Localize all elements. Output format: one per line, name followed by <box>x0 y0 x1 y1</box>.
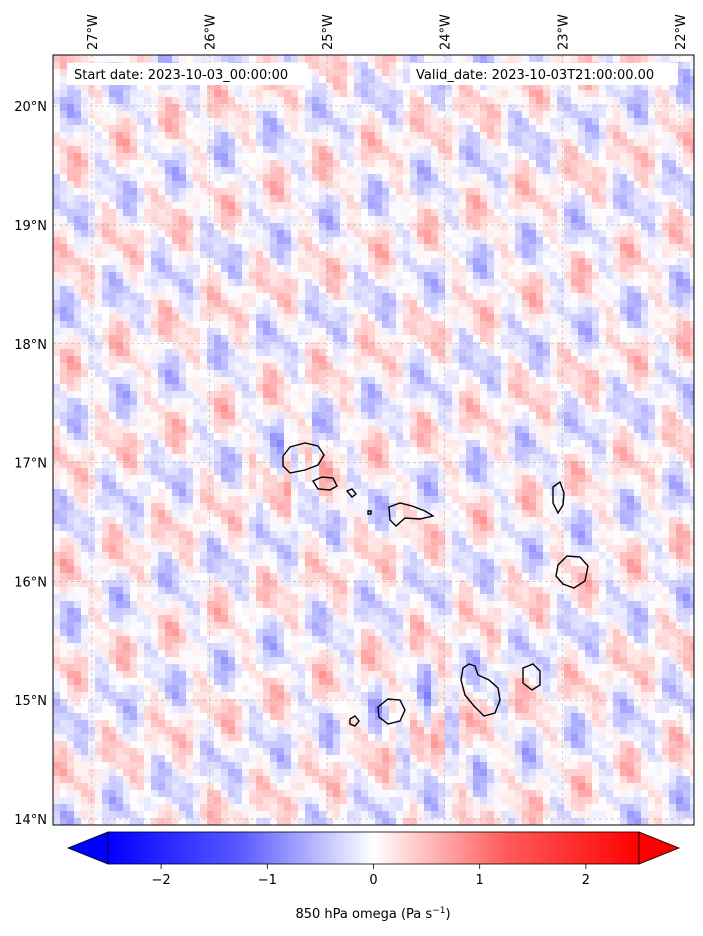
colorbar-tick-label: 0 <box>369 873 377 888</box>
valid-date-label: Valid_date: 2023-10-03T21:00:00.00 <box>416 68 654 83</box>
colorbar-tick-label: 1 <box>476 873 484 888</box>
colorbar-title-close: ) <box>445 907 450 922</box>
map-panel <box>52 54 695 826</box>
colorbar-ticks: −2 −1 0 1 2 <box>152 864 590 888</box>
island-fogo <box>377 698 406 725</box>
latitude-tick-label: 17°N <box>14 457 47 472</box>
coastlines <box>282 442 589 727</box>
latitude-tick-label: 18°N <box>14 338 47 353</box>
latitude-tick-label: 14°N <box>14 813 47 828</box>
longitude-tick-label: 26°W <box>203 14 218 50</box>
island-santiago <box>460 663 501 717</box>
island-sao-vicente <box>311 476 338 491</box>
longitude-tick-label: 27°W <box>86 14 101 50</box>
island-sao-nicolau <box>388 502 435 527</box>
latitude-labels: 20°N 19°N 18°N 17°N 16°N 15°N 14°N <box>14 100 47 828</box>
island-maio <box>522 663 541 691</box>
longitude-labels: 27°W 26°W 25°W 24°W 23°W 22°W <box>86 14 689 50</box>
colorbar-tick-label: 2 <box>582 873 590 888</box>
graticule <box>53 55 694 825</box>
start-date-box <box>67 63 308 85</box>
start-date-label: Start date: 2023-10-03_00:00:00 <box>74 68 288 83</box>
island-sal <box>552 480 565 515</box>
colorbar-min-extend <box>66 831 109 865</box>
map-frame <box>52 54 695 826</box>
colorbar-tick-label: −2 <box>152 873 171 888</box>
island-brava <box>349 715 360 727</box>
latitude-tick-label: 19°N <box>14 219 47 234</box>
island-santo-antao <box>282 442 325 474</box>
colorbar-bar <box>107 831 640 865</box>
island-boa-vista <box>555 555 589 589</box>
island-branco <box>367 510 372 515</box>
latitude-tick-label: 16°N <box>14 575 47 590</box>
island-santa-luzia <box>345 488 357 498</box>
omega-field <box>53 55 694 825</box>
longitude-tick-label: 25°W <box>321 14 336 50</box>
colorbar-title: 850 hPa omega (Pa s−1) <box>295 906 450 922</box>
colorbar-title-main: 850 hPa omega (Pa s <box>295 907 432 922</box>
colorbar-tick-label: −1 <box>258 873 277 888</box>
latitude-tick-label: 20°N <box>14 100 47 115</box>
longitude-tick-label: 23°W <box>556 14 571 50</box>
colorbar-title-exponent: −1 <box>432 906 445 916</box>
longitude-tick-label: 22°W <box>674 14 689 50</box>
colorbar: −2 −1 0 1 2 850 hPa omega (Pa s−1) <box>66 831 681 922</box>
longitude-tick-label: 24°W <box>439 14 454 50</box>
colorbar-max-extend <box>638 831 681 865</box>
valid-date-box <box>410 63 678 85</box>
latitude-tick-label: 15°N <box>14 694 47 709</box>
